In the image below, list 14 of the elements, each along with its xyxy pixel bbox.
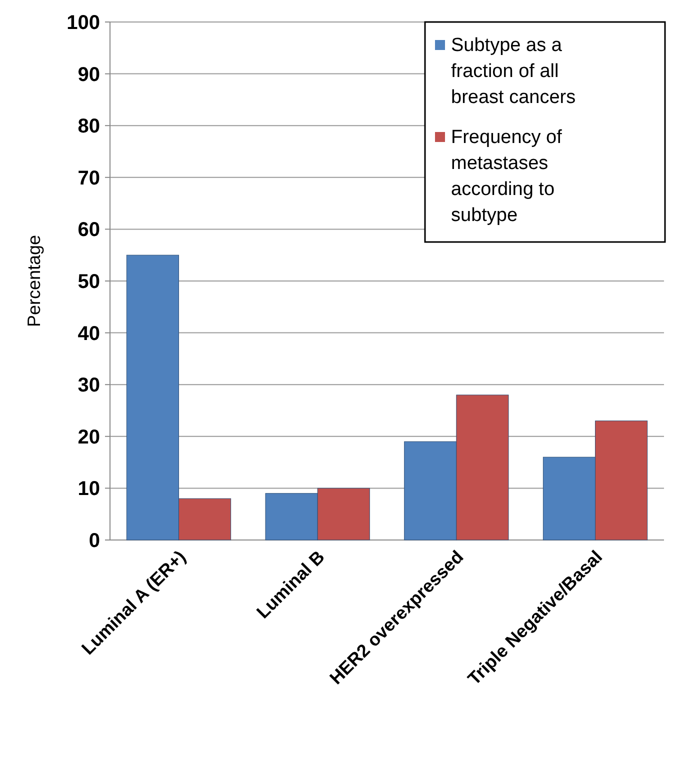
y-axis-title: Percentage [24, 234, 44, 328]
y-tick-label: 30 [78, 374, 100, 397]
y-tick-label: 70 [78, 167, 100, 190]
y-tick-label: 60 [78, 219, 100, 242]
y-tick-label: 100 [66, 12, 100, 34]
y-tick-label: 20 [78, 426, 100, 448]
y-tick-label: 10 [78, 478, 100, 500]
y-tick-label: 40 [78, 322, 100, 345]
y-tick-label: 0 [88, 530, 100, 552]
legend-label: Subtype as a fraction of all breast cancers [451, 35, 576, 108]
y-tick-label: 80 [78, 116, 100, 138]
legend-label: Frequency of metastases according to subtype [451, 127, 563, 226]
y-tick-label: 90 [78, 64, 100, 86]
y-tick-label: 50 [78, 271, 100, 293]
